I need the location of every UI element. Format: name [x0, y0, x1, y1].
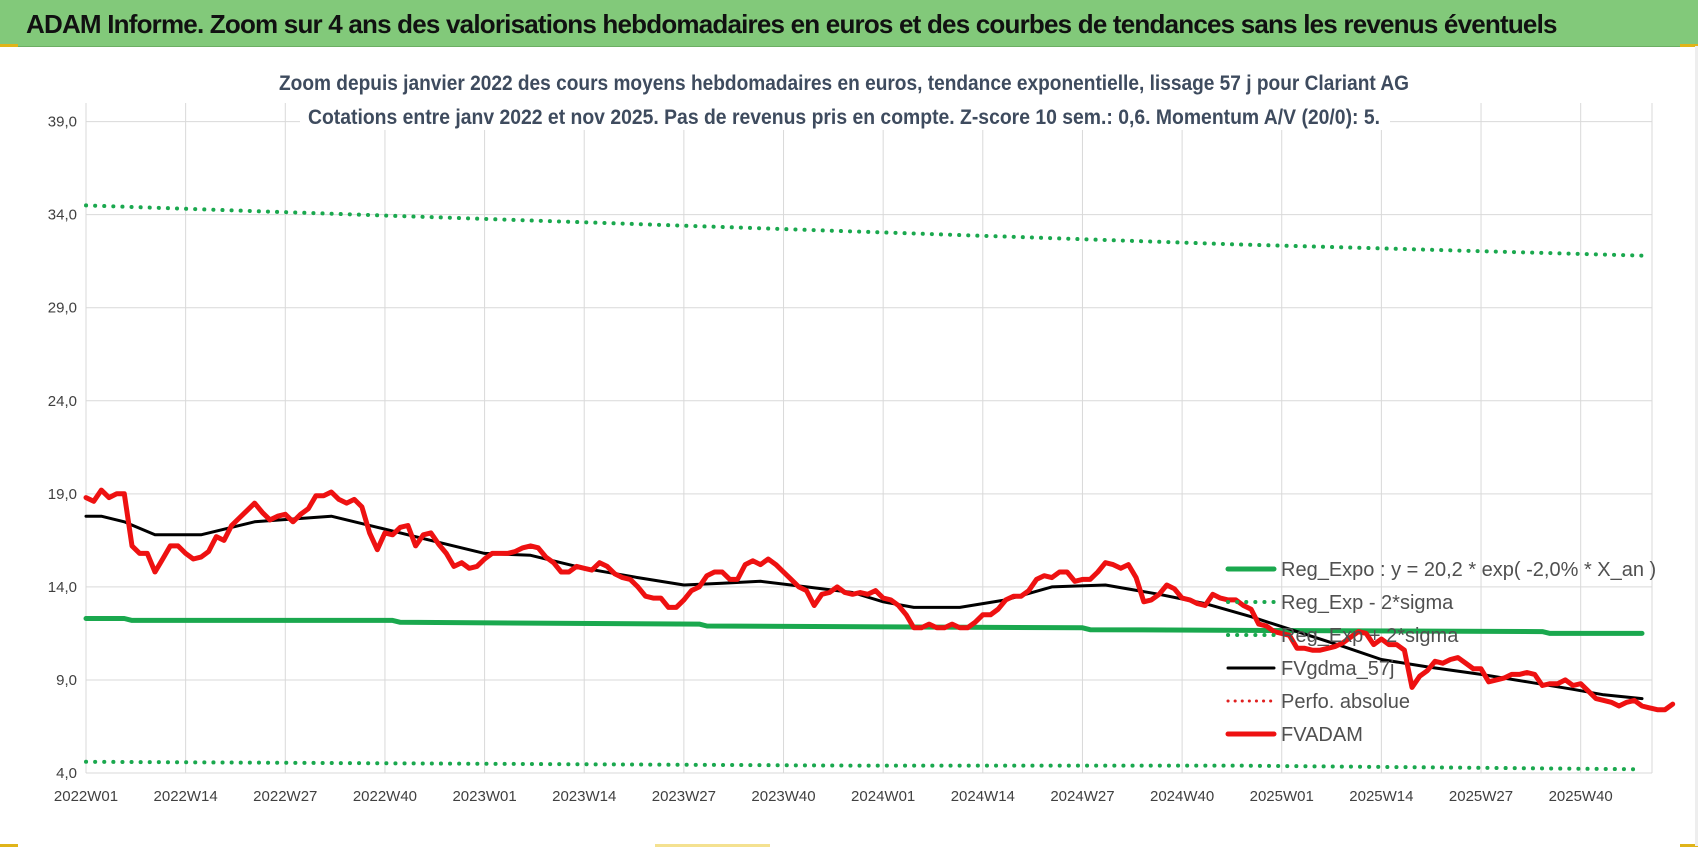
banner-title: ADAM Informe. Zoom sur 4 ans des valoris… — [26, 9, 1557, 39]
grid-lines — [85, 103, 1653, 774]
x-tick-label: 2025W40 — [1549, 788, 1613, 805]
chart-legend: Reg_Expo : y = 20,2 * exp( -2,0% * X_an … — [1225, 559, 1656, 746]
x-tick-label: 2023W27 — [652, 788, 716, 805]
bottom-marker-right — [1680, 844, 1698, 847]
legend-label-2: Reg_Exp + 2*sigma — [1281, 625, 1459, 647]
legend-label-5: FVADAM — [1281, 724, 1363, 746]
x-tick-label: 2023W01 — [452, 788, 516, 805]
y-tick-label: 4,0 — [56, 765, 77, 782]
right-edge-bar — [1695, 46, 1698, 846]
series-line-1 — [84, 759, 1644, 772]
report-banner: ADAM Informe. Zoom sur 4 ans des valoris… — [0, 0, 1698, 47]
y-tick-label: 34,0 — [48, 207, 77, 224]
x-tick-label: 2024W40 — [1150, 788, 1214, 805]
y-tick-label: 14,0 — [48, 579, 77, 596]
y-tick-label: 9,0 — [56, 672, 77, 689]
x-tick-label: 2025W27 — [1449, 788, 1513, 805]
series-line-3 — [84, 514, 1644, 701]
series-line-5 — [83, 487, 1676, 713]
chart-title-line-1: Zoom depuis janvier 2022 des cours moyen… — [279, 72, 1409, 95]
x-tick-label: 2023W40 — [751, 788, 815, 805]
legend-label-0: Reg_Expo : y = 20,2 * exp( -2,0% * X_an … — [1281, 559, 1656, 581]
subtitle-backdrop-2 — [300, 100, 1390, 130]
legend-label-4: Perfo. absolue — [1281, 691, 1410, 713]
x-tick-label: 2022W14 — [154, 788, 218, 805]
plot-background — [86, 103, 1652, 773]
y-tick-label: 24,0 — [48, 393, 77, 410]
y-tick-label: 29,0 — [48, 300, 77, 317]
legend-label-1: Reg_Exp - 2*sigma — [1281, 592, 1454, 614]
corner-marker-left — [0, 44, 18, 47]
series-line-2 — [84, 203, 1644, 258]
x-tick-label: 2022W40 — [353, 788, 417, 805]
chart-titles: Zoom depuis janvier 2022 des cours moyen… — [270, 65, 1420, 130]
x-tick-label: 2022W01 — [54, 788, 118, 805]
x-tick-label: 2024W14 — [951, 788, 1015, 805]
y-tick-label: 19,0 — [48, 486, 77, 503]
series-lines — [83, 203, 1676, 772]
corner-marker-right — [1680, 44, 1698, 47]
x-tick-label: 2022W27 — [253, 788, 317, 805]
bottom-marker-left — [0, 844, 18, 847]
legend-label-3: FVgdma_57j — [1281, 658, 1394, 680]
x-tick-label: 2023W14 — [552, 788, 616, 805]
axis-labels: 4,0 9,0 14,0 19,0 24,0 29,0 34,0 39,0 2022W01 202… — [48, 114, 1613, 805]
subtitle-backdrop-1 — [270, 65, 1420, 95]
x-tick-label: 2025W14 — [1349, 788, 1413, 805]
y-tick-label: 39,0 — [48, 114, 77, 131]
x-tick-label: 2024W27 — [1050, 788, 1114, 805]
x-tick-label: 2025W01 — [1250, 788, 1314, 805]
series-line-0 — [83, 616, 1645, 636]
bottom-marker-middle — [655, 844, 770, 847]
chart-title-line-2: Cotations entre janv 2022 et nov 2025. P… — [308, 106, 1380, 129]
x-tick-label: 2024W01 — [851, 788, 915, 805]
